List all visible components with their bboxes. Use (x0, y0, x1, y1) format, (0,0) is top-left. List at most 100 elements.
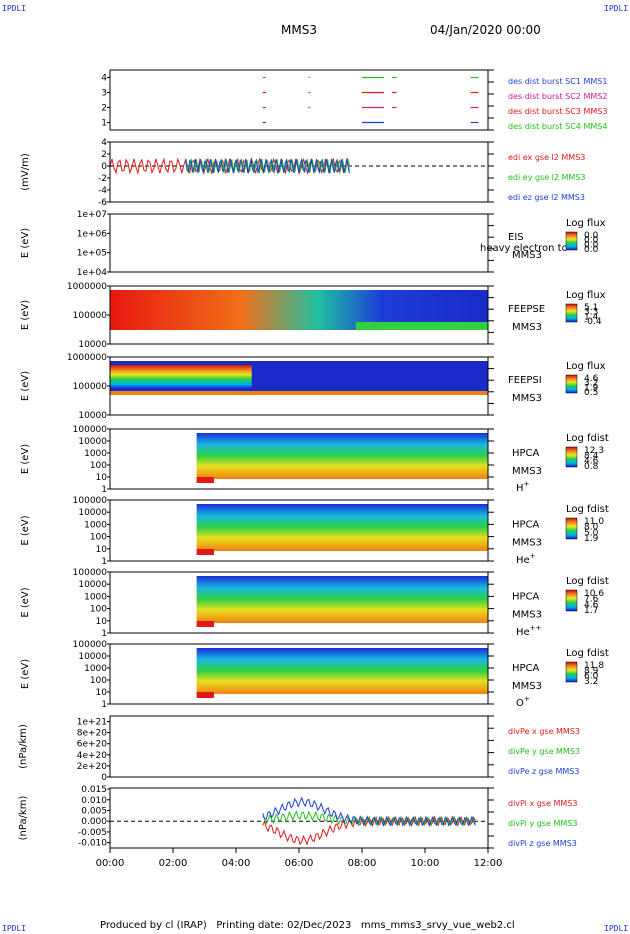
y-tick-label: 1 (101, 700, 107, 710)
colorbar-value: 0.0 (584, 236, 599, 246)
species-label: H+ (516, 480, 530, 494)
spectrogram-fill (196, 648, 488, 694)
colorbar (565, 661, 578, 683)
legend-entry: edi ex gse l2 MMS3 (508, 153, 585, 162)
y-tick-label: -6 (98, 198, 107, 208)
y-tick-label: 1 (101, 119, 107, 129)
y-tick-label: 10000 (78, 580, 107, 590)
y-axis-label: (mV/m) (20, 153, 31, 191)
colorbar-value: 0.0 (584, 240, 599, 250)
y-tick-label: 0.005 (81, 807, 107, 817)
colorbar-value: 1.9 (584, 534, 599, 544)
colorbar-title: Log fdist (566, 648, 609, 659)
x-tick-label: 04:00 (222, 858, 251, 869)
y-tick-label: 1000000 (67, 353, 107, 363)
series-line (185, 158, 350, 175)
x-tick-label: 06:00 (285, 858, 314, 869)
legend-entry: des dist burst SC1 MMS1 (508, 77, 607, 86)
panel-frame (109, 643, 489, 705)
colorbar-value: 0.5 (584, 388, 598, 398)
colorbar (565, 303, 578, 323)
spectrogram-fill (196, 433, 488, 479)
y-tick-label: 2e+20 (77, 762, 108, 772)
y-tick-label: 2 (101, 104, 107, 114)
y-tick-label: 100000 (73, 425, 108, 435)
y-tick-label: 10000 (78, 340, 107, 350)
y-tick-label: -0.005 (78, 828, 107, 838)
colorbar-title: Log flux (566, 290, 606, 301)
colorbar-value: 12.3 (584, 446, 604, 456)
date-title: 04/Jan/2020 00:00 (430, 23, 541, 37)
colorbar-value: 8.0 (584, 523, 599, 533)
y-tick-label: 100000 (73, 568, 108, 578)
spacecraft-label: MMS3 (512, 466, 542, 477)
y-axis-label: E (eV) (20, 515, 31, 545)
legend-entry: des dist burst SC2 MMS2 (508, 92, 607, 101)
colorbar (565, 374, 578, 394)
y-tick-label: 1 (101, 485, 107, 495)
x-tick-label: 00:00 (96, 858, 125, 869)
spacecraft-label: MMS3 (512, 681, 542, 692)
species-label: He+ (516, 552, 536, 566)
colorbar (565, 589, 578, 612)
y-tick-label: 1e+06 (77, 229, 108, 239)
y-tick-label: 1000 (84, 449, 107, 459)
colorbar-value: 7.6 (584, 595, 599, 605)
corner-label-top-right: IPDLI (604, 4, 629, 13)
colorbar-value: 4.6 (584, 374, 599, 384)
y-axis-label: E (eV) (20, 228, 31, 258)
y-tick-label: 10 (96, 473, 108, 483)
y-axis-label: (nPa/km) (18, 796, 29, 841)
y-tick-label: 0.000 (81, 817, 107, 827)
y-tick-label: 1000 (84, 664, 107, 674)
spectrogram-fill (196, 504, 488, 551)
spacecraft-label: MMS3 (512, 322, 542, 333)
y-tick-label: 100000 (73, 640, 108, 650)
y-tick-label: 1000000 (67, 282, 107, 292)
panel-frame (109, 428, 489, 490)
y-tick-label: 3 (101, 89, 107, 99)
y-tick-label: 1e+07 (77, 210, 107, 220)
panel-frame (109, 141, 489, 203)
y-tick-label: 0 (101, 162, 107, 172)
spacecraft-label: MMS3 (512, 393, 542, 404)
colorbar-value: 3.2 (584, 677, 598, 687)
spacecraft-title: MMS3 (281, 23, 317, 37)
y-axis-label: E (eV) (20, 444, 31, 474)
colorbar-value: -0.4 (584, 317, 602, 327)
colorbar-value: 0.0 (584, 231, 599, 241)
spectrogram-band (196, 692, 214, 698)
y-tick-label: -2 (98, 174, 107, 184)
x-tick-label: 10:00 (411, 858, 440, 869)
y-axis-label: E (eV) (20, 300, 31, 330)
y-tick-label: 1e+21 (77, 718, 107, 728)
colorbar-value: 10.6 (584, 589, 604, 599)
spectrogram-band (110, 365, 252, 389)
y-tick-label: 10 (96, 617, 108, 627)
y-tick-label: 1000 (84, 520, 107, 530)
y-tick-label: 100000 (73, 496, 108, 506)
y-tick-label: 10 (96, 688, 108, 698)
colorbar-value: 4.6 (584, 457, 599, 467)
y-tick-label: 0 (101, 773, 107, 783)
y-tick-label: 1 (101, 629, 107, 639)
panel-frame (109, 285, 489, 345)
colorbar-value: 11.8 (584, 661, 604, 671)
y-tick-label: 4e+20 (77, 751, 108, 761)
colorbar-value: 11.0 (584, 517, 604, 527)
spectrogram-band (355, 322, 488, 330)
y-tick-label: 2 (101, 150, 107, 160)
y-tick-label: 100000 (73, 311, 108, 321)
colorbar (565, 517, 578, 540)
corner-label-bottom-left: IPDLI (2, 924, 27, 933)
y-tick-label: 4 (101, 138, 107, 148)
spectrogram-band (110, 391, 488, 395)
colorbar-value: 1.7 (584, 606, 598, 616)
y-axis-label: E (eV) (20, 371, 31, 401)
y-tick-label: 10000 (78, 437, 107, 447)
colorbar-value: 6.0 (584, 672, 599, 682)
species-label: He++ (516, 624, 542, 638)
x-tick-label: 02:00 (159, 858, 188, 869)
series-line (262, 810, 476, 827)
legend-entry: divPi z gse MMS3 (508, 839, 577, 848)
